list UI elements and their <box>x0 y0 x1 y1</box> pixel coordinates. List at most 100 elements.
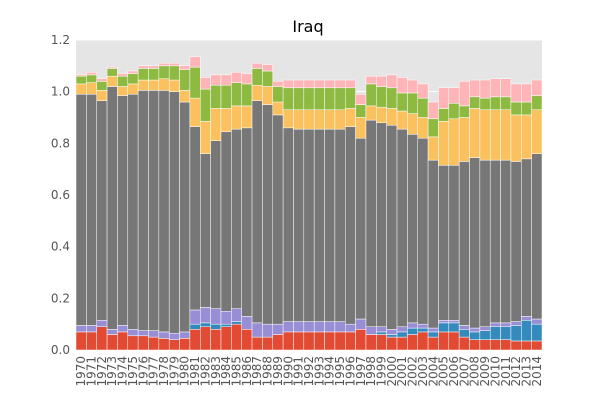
bar-segment <box>396 336 408 351</box>
bar-segment <box>231 128 242 309</box>
x-tick-label: 1988 <box>261 356 275 387</box>
bar-segment <box>448 103 460 120</box>
bar-segment <box>521 158 532 317</box>
bar-segment <box>469 157 481 329</box>
bar-segment <box>210 74 222 86</box>
bar-segment <box>158 338 170 351</box>
bar-segment <box>262 323 274 338</box>
bar-segment <box>438 165 450 321</box>
bar-segment <box>189 329 201 351</box>
bar-segment <box>272 114 284 325</box>
y-tick-label: 1.0 <box>51 85 70 99</box>
bar-segment <box>127 83 139 95</box>
bar-segment <box>500 322 512 328</box>
bar-segment <box>251 322 263 338</box>
bar-segment <box>500 96 512 111</box>
bar-segment <box>137 330 149 337</box>
bar-segment <box>365 326 377 335</box>
bar-segment <box>417 97 429 118</box>
bar-segment <box>438 87 450 109</box>
bar-segment <box>344 323 356 333</box>
bar-segment <box>86 82 97 95</box>
bar-segment <box>510 114 522 162</box>
x-tick-label: 1989 <box>271 356 285 387</box>
bar-segment <box>251 336 263 351</box>
bar-segment <box>231 72 242 83</box>
bar-segment <box>96 100 108 321</box>
bar-segment <box>521 340 532 351</box>
bar-segment <box>479 326 491 331</box>
bar-segment <box>127 73 139 85</box>
x-tick-label: 2006 <box>447 356 461 387</box>
bar-segment <box>407 79 418 94</box>
x-tick-label: 1973 <box>105 356 119 387</box>
bar-segment <box>293 79 305 89</box>
bar-segment <box>489 96 501 111</box>
bar-segment <box>448 118 460 166</box>
bar-segment <box>417 323 429 329</box>
bar-segment <box>117 75 129 87</box>
bar-segment <box>127 335 139 351</box>
bar-segment <box>531 109 543 154</box>
bar-segment <box>458 325 470 330</box>
bar-segment <box>396 128 408 328</box>
x-tick-label: 2008 <box>468 356 482 387</box>
bar-segment <box>324 79 336 89</box>
x-tick-label: 1987 <box>250 356 264 387</box>
bar-segment <box>396 110 408 130</box>
bar-segment <box>479 159 491 328</box>
x-tick-label: 1983 <box>209 356 223 387</box>
bar-segment <box>231 82 242 107</box>
bar-segment <box>96 320 108 328</box>
bar-segment <box>272 334 284 351</box>
bar-segment <box>417 83 429 99</box>
bar-segment <box>396 326 408 333</box>
bar-segment <box>200 326 211 351</box>
bars <box>75 56 543 351</box>
bar-segment <box>106 75 118 87</box>
bar-segment <box>344 87 356 109</box>
bar-segment <box>489 109 501 161</box>
bar-segment <box>376 122 387 327</box>
bar-segment <box>500 339 512 351</box>
bar-segment <box>220 326 232 351</box>
bar-segment <box>489 159 501 324</box>
bar-segment <box>469 79 481 98</box>
x-tick-label: 2005 <box>437 356 451 387</box>
bar-segment <box>521 83 532 103</box>
bar-segment <box>282 87 294 110</box>
bar-segment <box>220 108 232 132</box>
bar-segment <box>210 140 222 309</box>
bar-segment <box>251 84 263 101</box>
bar-segment <box>417 137 429 325</box>
bar-segment <box>510 161 522 322</box>
bar-segment <box>158 65 170 80</box>
bar-segment <box>407 92 418 114</box>
bar-segment <box>148 336 160 351</box>
bar-segment <box>117 73 129 77</box>
bar-segment <box>448 320 460 324</box>
y-tick-label: 0.6 <box>51 188 70 202</box>
bar-segment <box>500 78 512 98</box>
bar-segment <box>158 331 170 339</box>
bar-segment <box>210 84 222 109</box>
bar-segment <box>200 153 211 308</box>
bar-segment <box>396 331 408 338</box>
bar-segment <box>251 100 263 324</box>
x-tick-label: 1993 <box>312 356 326 387</box>
bar-segment <box>137 68 149 81</box>
x-tick-label: 2001 <box>395 356 409 387</box>
bar-segment <box>438 121 450 166</box>
bar-segment <box>96 326 108 351</box>
bar-segment <box>313 331 325 351</box>
bar-segment <box>200 77 211 90</box>
x-tick-label: 1977 <box>147 356 161 387</box>
bar-segment <box>168 79 180 92</box>
bar-segment <box>127 70 139 74</box>
bar-segment <box>344 126 356 325</box>
x-tick-label: 2013 <box>519 356 533 387</box>
bar-segment <box>386 108 398 126</box>
bar-segment <box>531 323 543 342</box>
bar-segment <box>241 73 253 85</box>
